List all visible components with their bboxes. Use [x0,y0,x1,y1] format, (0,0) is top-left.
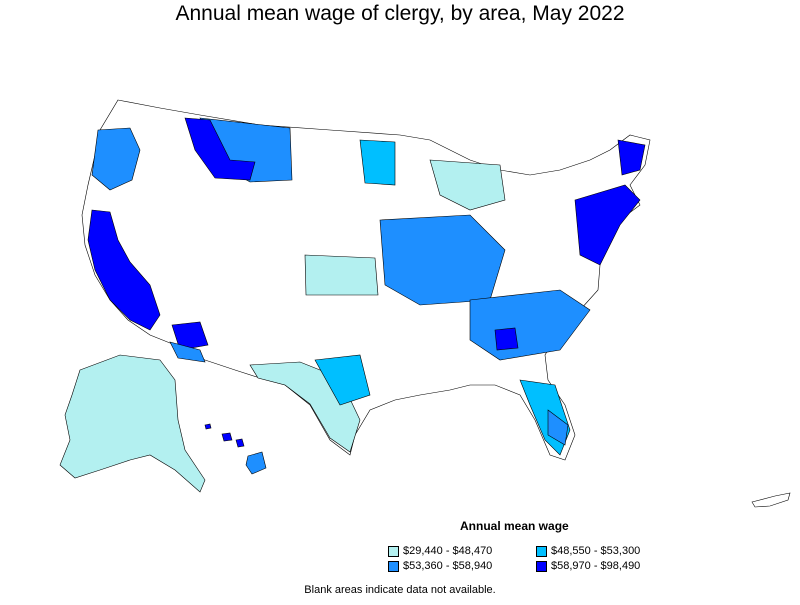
legend-title: Annual mean wage [460,519,569,533]
northeast-region [574,184,641,266]
california-coast-region [87,209,161,331]
legend-item-mid-high: $53,360 - $58,940 [388,560,492,572]
legend-item-high: $58,970 - $98,490 [536,560,640,572]
data-availability-note: Blank areas indicate data not available. [304,584,496,596]
legend-swatch-high [536,560,547,572]
hawaii-islands [204,423,267,475]
alaska-outline [59,354,206,493]
legend-label-high: $58,970 - $98,490 [551,560,641,572]
texas-east-region [314,354,371,406]
kansas-region [304,254,379,296]
southeast-region [469,289,591,361]
georgia-atlanta-region [494,327,519,351]
page-title: Annual mean wage of clergy, by area, May… [175,2,625,25]
legend-label-mid-high: $53,360 - $58,940 [403,560,493,572]
florida-south-region [547,409,569,446]
legend-swatch-mid-high [388,560,399,572]
puerto-rico-outline [751,492,791,508]
great-lakes-region [429,159,506,211]
oregon-washington-region [91,127,141,191]
dakota-region [359,139,396,186]
montana-west-region [184,117,256,181]
legend-item-mid-low: $48,550 - $53,300 [536,545,640,557]
legend-item-low: $29,440 - $48,470 [388,545,492,557]
arizona-south-region [171,321,209,351]
legend-label-mid-low: $48,550 - $53,300 [551,545,641,557]
southwest-texas-region [169,341,206,363]
legend-swatch-mid-low [536,545,547,557]
maine-region [617,139,646,176]
legend-swatch-low [388,545,399,557]
legend-label-low: $29,440 - $48,470 [403,545,493,557]
